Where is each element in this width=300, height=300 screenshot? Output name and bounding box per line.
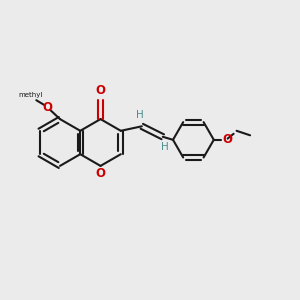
Text: O: O (42, 101, 52, 114)
Text: H: H (161, 142, 169, 152)
Text: O: O (95, 167, 106, 180)
Text: O: O (222, 133, 232, 146)
Text: H: H (136, 110, 143, 120)
Text: O: O (95, 85, 106, 98)
Text: methyl: methyl (18, 92, 43, 98)
